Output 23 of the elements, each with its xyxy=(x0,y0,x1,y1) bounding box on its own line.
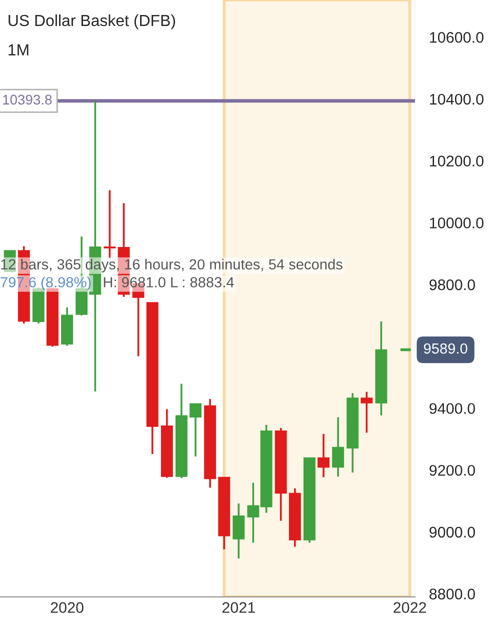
candlestick xyxy=(318,432,330,478)
y-tick-label: 10000.0 xyxy=(430,218,484,228)
candlestick xyxy=(232,502,245,560)
x-tick-label: 2020 xyxy=(50,602,84,613)
ref-line-label: 9589.0 xyxy=(424,343,468,354)
x-tick-label: 2021 xyxy=(222,602,255,613)
candlestick xyxy=(190,402,202,458)
candlestick xyxy=(104,189,116,260)
y-tick-label: 10200.0 xyxy=(430,156,484,166)
y-tick-label: 9400.0 xyxy=(430,403,475,414)
annotation: H: 9681.0 L : 8883.4 xyxy=(104,277,234,288)
x-tick-label: 2022 xyxy=(394,602,426,613)
y-tick-label: 9800.0 xyxy=(430,279,475,290)
ref-line-label: 10393.8 xyxy=(3,94,52,105)
text: US Dollar Basket (DFB) xyxy=(8,14,176,30)
y-tick-label: 10600.0 xyxy=(430,32,484,43)
y-tick-label: 9200.0 xyxy=(430,464,475,476)
candlestick xyxy=(360,390,373,434)
y-tick-label: 8800.0 xyxy=(430,588,475,600)
candlestick xyxy=(332,416,344,478)
y-tick-label: 9000.0 xyxy=(430,526,475,538)
text: 1M xyxy=(8,44,28,56)
y-tick-label: 10400.0 xyxy=(430,94,484,105)
